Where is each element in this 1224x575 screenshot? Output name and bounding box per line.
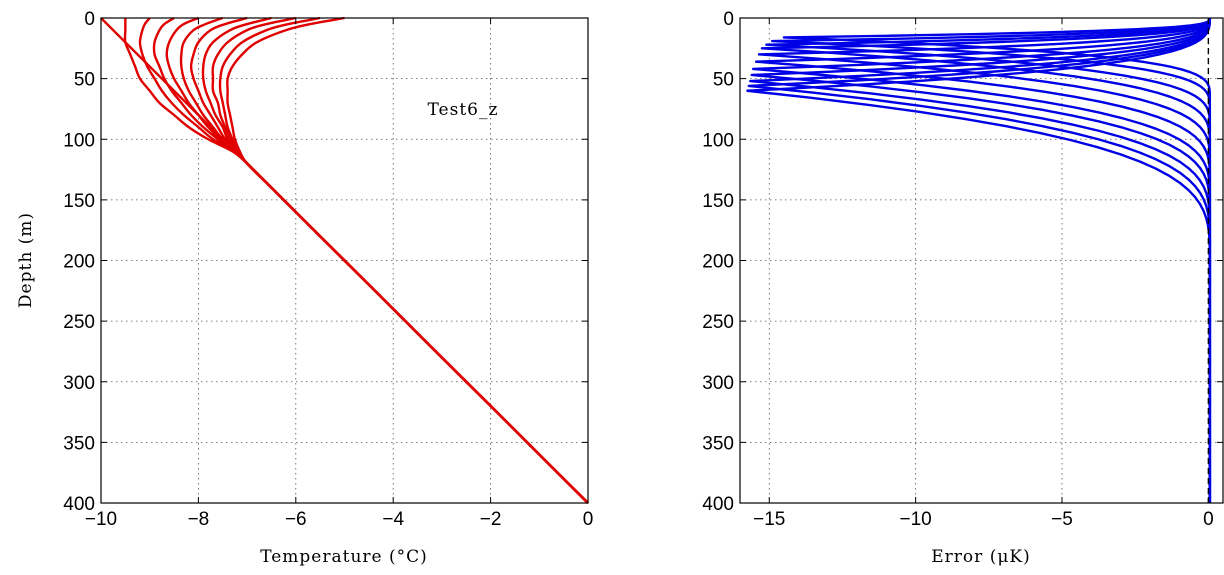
temperature-y-tick-label: 150: [63, 191, 95, 212]
error-y-tick-label: 50: [713, 70, 734, 91]
temperature-series-group: [100, 16, 589, 504]
temperature-x-axis-label: Temperature (°C): [260, 547, 428, 567]
error-y-tick-label: 200: [702, 252, 734, 273]
temperature-y-tick-label: 200: [63, 252, 95, 273]
error-y-tick-label: 0: [723, 9, 734, 30]
temperature-y-tick-label: 250: [63, 312, 95, 333]
temperature-series-line: [218, 16, 589, 504]
temperature-y-tick-label: 300: [63, 373, 95, 394]
temperature-y-tick-label: 100: [63, 130, 95, 151]
temperature-series-line: [189, 16, 589, 504]
temperature-grid: [101, 18, 588, 503]
temperature-x-tick-label: 0: [583, 509, 594, 530]
error-ticks: 0 50 100 150 200 250 300 350 400 −15 −10 −5 0: [702, 9, 1223, 530]
error-y-tick-label: 400: [702, 494, 734, 515]
temperature-panel: 0 50 100 150 200 250 300 350 400−10 −8 −6 −4 −2 0 Tes…: [16, 9, 593, 567]
error-series-line: [751, 17, 1212, 503]
error-y-tick-label: 100: [702, 130, 734, 151]
error-series-line: [765, 17, 1212, 503]
temperature-x-tick-label: −8: [188, 509, 210, 530]
error-series-line: [750, 17, 1212, 503]
error-x-axis-label: Error (μK): [931, 547, 1030, 567]
temperature-x-tick-label: −2: [480, 509, 502, 530]
error-panel: 0 50 100 150 200 250 300 350 400 −15 −10 −5 0 Error …: [702, 9, 1224, 567]
error-y-tick-label: 250: [702, 312, 734, 333]
depth-y-axis-label: Depth (m): [16, 212, 36, 308]
temperature-x-tick-label: −4: [382, 509, 404, 530]
temperature-series-line: [152, 16, 589, 504]
error-series-line: [754, 17, 1212, 503]
error-x-tick-label: −15: [753, 509, 785, 530]
error-series-line: [746, 17, 1212, 503]
temperature-y-tick-label: 0: [84, 9, 95, 30]
error-series-line: [760, 17, 1212, 503]
error-y-tick-label: 350: [702, 433, 734, 454]
error-x-tick-label: 0: [1203, 509, 1214, 530]
error-x-tick-label: −5: [1051, 509, 1073, 530]
error-y-tick-label: 300: [702, 373, 734, 394]
error-y-tick-label: 150: [702, 191, 734, 212]
temperature-x-tick-label: −10: [85, 509, 117, 530]
temperature-y-tick-label: 400: [63, 494, 95, 515]
error-series-line: [757, 17, 1212, 503]
error-x-tick-label: −10: [900, 509, 932, 530]
temperature-ticks: 0 50 100 150 200 250 300 350 400−10 −8 −6 −4 −2 0: [63, 9, 593, 530]
temperature-series-line: [226, 16, 589, 504]
temperature-series-line: [201, 16, 589, 504]
temperature-x-tick-label: −6: [285, 509, 307, 530]
temperature-y-tick-label: 50: [74, 70, 95, 91]
test-annotation: Test6_z: [428, 100, 499, 120]
temperature-y-tick-label: 350: [63, 433, 95, 454]
error-series-group: [746, 17, 1212, 503]
